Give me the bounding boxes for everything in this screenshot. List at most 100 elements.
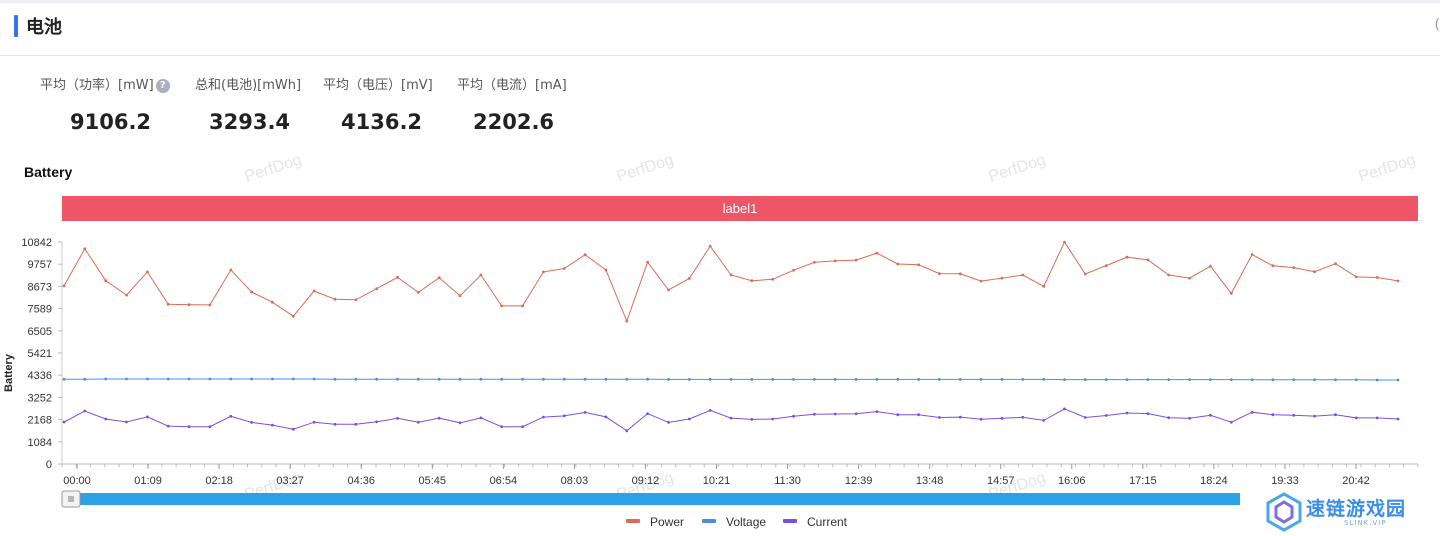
data-point-voltage	[1188, 378, 1191, 381]
data-point-voltage	[1292, 378, 1296, 382]
y-tick-label: 10842	[21, 237, 52, 249]
x-tick-label: 02:18	[205, 475, 233, 487]
legend-item-current[interactable]: Current	[783, 515, 848, 529]
data-point-power	[458, 294, 462, 298]
x-tick-label: 18:24	[1200, 475, 1228, 487]
data-point-voltage	[312, 377, 316, 381]
data-point-current	[83, 409, 87, 413]
data-point-voltage	[271, 377, 274, 381]
collapse-icon[interactable]: (	[1434, 17, 1440, 33]
y-tick-label: 0	[46, 459, 52, 471]
data-point-power	[708, 244, 712, 248]
data-point-current	[562, 414, 566, 418]
data-point-power	[250, 290, 254, 294]
data-point-voltage	[416, 377, 420, 381]
data-point-power	[667, 288, 670, 292]
data-point-current	[146, 415, 149, 419]
data-point-current	[917, 413, 920, 417]
x-tick-label: 12:39	[845, 475, 873, 487]
data-point-current	[604, 415, 608, 419]
data-point-power	[312, 289, 316, 293]
data-point-power	[1000, 276, 1004, 280]
data-point-voltage	[646, 377, 649, 381]
data-point-power	[854, 258, 858, 262]
data-point-power	[583, 253, 587, 257]
data-point-current	[312, 420, 316, 424]
data-point-voltage	[708, 378, 712, 381]
y-tick-label: 5421	[28, 348, 52, 360]
logo-subtext: SLINK.VIP	[1344, 519, 1387, 527]
stat-label: 总和(电池)[mWh]	[195, 78, 302, 93]
help-icon[interactable]: ?	[155, 79, 170, 93]
stat-avg-power: 平均（功率）[mW]? 9106.2	[40, 74, 170, 134]
x-tick-label: 20:42	[1342, 475, 1370, 487]
data-point-voltage	[1271, 378, 1275, 382]
data-point-voltage	[1396, 378, 1400, 382]
data-point-power	[1250, 253, 1254, 256]
data-point-power	[166, 302, 170, 306]
x-tick-label: 00:00	[63, 475, 91, 487]
legend-swatch	[702, 519, 716, 523]
legend-item-voltage[interactable]: Voltage	[702, 515, 766, 529]
legend-swatch	[783, 519, 797, 523]
data-point-power	[896, 262, 900, 266]
data-point-current	[979, 417, 983, 421]
data-point-voltage	[83, 377, 87, 381]
top-border	[0, 0, 1440, 3]
data-point-power	[333, 297, 337, 301]
data-point-current	[166, 424, 170, 428]
y-tick-label: 3252	[28, 392, 52, 404]
data-point-voltage	[1250, 378, 1254, 382]
data-point-power	[1313, 270, 1316, 274]
data-point-current	[1063, 407, 1066, 411]
data-point-current	[396, 416, 399, 420]
y-tick-label: 8673	[28, 281, 52, 293]
data-point-voltage	[187, 377, 191, 381]
data-point-current	[521, 425, 524, 429]
data-point-voltage	[792, 378, 795, 381]
y-tick-label: 1084	[28, 437, 52, 449]
data-point-voltage	[771, 378, 775, 381]
data-point-current	[416, 420, 420, 424]
data-point-power	[500, 304, 504, 308]
data-point-voltage	[979, 378, 983, 381]
stat-label: 平均（功率）[mW]?	[40, 74, 170, 93]
data-point-voltage	[1229, 378, 1233, 381]
data-point-current	[187, 425, 191, 429]
data-point-current	[1021, 415, 1025, 419]
stat-label: 平均（电流）[mA]	[457, 78, 567, 93]
data-point-current	[792, 414, 795, 418]
data-point-power	[375, 287, 379, 291]
data-point-voltage	[1042, 378, 1046, 381]
stat-avg-current: 平均（电流）[mA] 2202.6	[457, 74, 567, 134]
label-band-text: label1	[723, 201, 758, 216]
x-tick-label: 05:45	[419, 475, 447, 487]
legend-item-power[interactable]: Power	[626, 515, 684, 529]
x-tick-label: 16:06	[1058, 475, 1086, 487]
data-point-voltage	[125, 377, 128, 381]
data-point-power	[1354, 275, 1358, 279]
data-point-current	[667, 421, 670, 424]
stat-label: 平均（电压）[mV]	[323, 78, 433, 93]
data-point-voltage	[729, 378, 733, 381]
data-point-voltage	[1354, 378, 1358, 382]
data-point-current	[833, 412, 837, 416]
page-header: 电池 (	[0, 3, 1440, 56]
data-point-current	[1167, 416, 1171, 420]
data-point-voltage	[562, 377, 566, 381]
data-point-current	[813, 412, 816, 416]
data-point-voltage	[1000, 378, 1004, 381]
data-point-current	[1229, 420, 1233, 424]
data-point-power	[729, 273, 733, 277]
data-point-power	[208, 303, 212, 307]
data-point-voltage	[1125, 378, 1129, 381]
x-tick-label: 01:09	[134, 475, 162, 487]
data-point-voltage	[813, 378, 816, 381]
data-point-power	[1292, 266, 1296, 269]
stat-value: 3293.4	[209, 110, 291, 134]
data-point-power	[792, 268, 795, 272]
data-point-current	[125, 420, 128, 424]
data-point-current	[1354, 416, 1358, 420]
data-point-power	[1021, 273, 1025, 277]
